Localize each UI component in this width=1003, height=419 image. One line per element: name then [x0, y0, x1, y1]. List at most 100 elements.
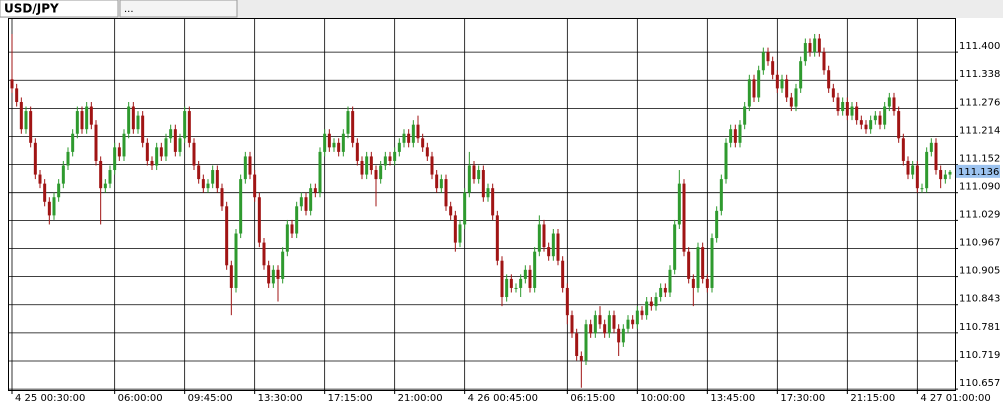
candle-body — [939, 170, 943, 180]
candle-body — [911, 165, 915, 175]
candle-body — [803, 43, 807, 62]
candle-body — [500, 260, 504, 298]
candle-body — [827, 70, 831, 89]
candle-body — [43, 183, 47, 202]
candle-body — [733, 129, 737, 143]
candle-body — [285, 224, 289, 252]
candle-body — [360, 160, 364, 175]
tab[interactable] — [119, 0, 238, 18]
y-tick-label: 110.843 — [959, 294, 1000, 305]
candle-body — [920, 188, 924, 190]
candle-body — [864, 124, 868, 130]
candle-body — [906, 160, 910, 175]
candle-body — [743, 106, 747, 125]
candle-body — [799, 61, 803, 89]
candle-body — [309, 188, 313, 211]
candle-body — [673, 224, 677, 270]
candle-body — [141, 115, 145, 143]
candle-body — [225, 206, 229, 266]
candle-body — [351, 111, 355, 143]
candle-body — [598, 315, 602, 325]
candle-body — [687, 251, 691, 279]
candle-body — [892, 97, 896, 112]
candle-body — [551, 233, 555, 257]
candle-body — [197, 165, 201, 180]
candle-body — [444, 179, 448, 207]
candle-body — [71, 133, 75, 152]
candle-body — [397, 142, 401, 152]
candle-body — [52, 197, 56, 216]
candle-body — [850, 106, 854, 116]
candle-body — [757, 70, 761, 98]
candle-body — [374, 170, 378, 180]
candle-body — [75, 111, 79, 134]
candle-body — [719, 179, 723, 211]
current-price-label: 111.136 — [958, 167, 999, 178]
candle-body — [453, 215, 457, 243]
candle-body — [836, 97, 840, 112]
candle-body — [887, 97, 891, 107]
candle-body — [211, 170, 215, 184]
candle-body — [495, 215, 499, 261]
candle-body — [873, 115, 877, 121]
candle-body — [579, 355, 583, 361]
candle-body — [416, 124, 420, 139]
candle-body — [477, 170, 481, 180]
candle-body — [486, 188, 490, 198]
candle-body — [407, 133, 411, 143]
candle-body — [761, 52, 765, 71]
candle-body — [878, 115, 882, 125]
y-tick-label: 111.090 — [959, 182, 1000, 193]
x-tick-label: 21:00:00 — [398, 393, 443, 404]
candle-body — [103, 183, 107, 189]
candle-body — [929, 142, 933, 152]
candle-body — [738, 124, 742, 143]
candle-body — [388, 156, 392, 161]
candle-body — [859, 120, 863, 125]
candle-body — [159, 147, 163, 157]
tab[interactable] — [0, 0, 119, 18]
y-tick-label: 111.400 — [959, 41, 1000, 52]
candle-body — [869, 120, 873, 130]
candle-body — [365, 156, 369, 175]
candle-body — [509, 278, 513, 288]
candle-body — [472, 165, 476, 180]
candle-body — [341, 133, 345, 152]
candle-body — [136, 115, 140, 130]
candle-body — [80, 111, 84, 130]
candle-body — [402, 133, 406, 143]
tab-label: ... — [124, 4, 134, 15]
candle-body — [262, 242, 266, 266]
candle-body — [15, 88, 19, 102]
candle-body — [117, 147, 121, 157]
candle-body — [556, 233, 560, 261]
y-tick-label: 111.276 — [959, 97, 1000, 108]
candle-body — [89, 106, 93, 125]
candle-body — [547, 247, 551, 257]
candle-body — [841, 101, 845, 112]
candle-body — [943, 174, 947, 180]
candle-body — [253, 174, 257, 198]
candle-body — [131, 106, 135, 130]
candle-body — [449, 206, 453, 216]
candle-body — [183, 111, 187, 139]
candle-body — [589, 324, 593, 334]
x-tick-label: 17:30:00 — [780, 393, 825, 404]
x-tick-label: 10:00:00 — [640, 393, 685, 404]
candle-body — [220, 188, 224, 207]
candle-body — [948, 171, 952, 175]
candle-body — [327, 133, 331, 148]
x-tick-label: 13:30:00 — [258, 393, 303, 404]
candle-body — [789, 97, 793, 107]
candle-body — [108, 170, 112, 184]
candle-body — [780, 79, 784, 89]
candle-body — [281, 251, 285, 279]
candle-body — [724, 142, 728, 180]
candle-body — [752, 79, 756, 98]
x-tick-label: 4 27 01:00:00 — [920, 393, 990, 404]
candle-body — [481, 170, 485, 198]
candle-body — [271, 269, 275, 284]
candle-body — [766, 52, 770, 62]
candle-body — [565, 287, 569, 316]
candle-body — [458, 224, 462, 243]
